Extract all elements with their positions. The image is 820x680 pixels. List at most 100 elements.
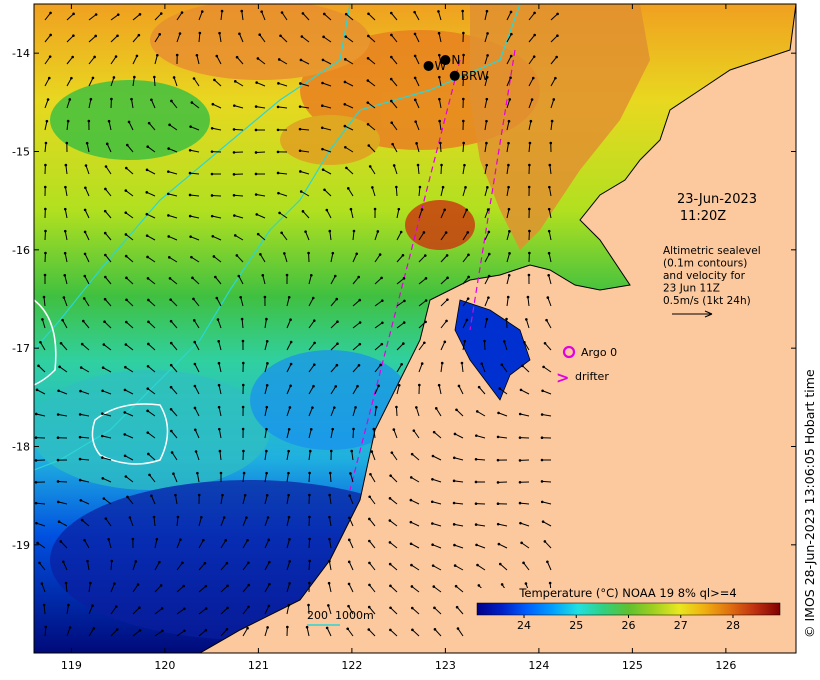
velocity-arrow — [218, 363, 222, 373]
velocity-arrow — [392, 143, 398, 153]
sealevel-contour-2 — [34, 299, 57, 386]
velocity-arrow — [368, 629, 376, 637]
velocity-arrow-head — [47, 76, 51, 80]
velocity-arrow — [418, 321, 426, 329]
velocity-arrow-head — [368, 165, 372, 168]
velocity-arrow-head — [556, 12, 559, 16]
velocity-arrow — [80, 367, 90, 373]
velocity-arrow — [286, 451, 290, 461]
velocity-arrow-head — [193, 428, 197, 432]
velocity-arrow — [86, 143, 90, 153]
velocity-arrow — [506, 33, 512, 43]
velocity-arrow-head — [36, 541, 39, 545]
velocity-arrow — [484, 275, 490, 285]
velocity-arrow — [256, 106, 266, 109]
altimeter-track-2 — [469, 49, 516, 331]
velocity-arrow — [264, 473, 268, 483]
velocity-arrow — [438, 77, 442, 87]
velocity-arrow-head — [321, 81, 324, 85]
velocity-arrow-head — [299, 82, 302, 85]
velocity-arrow — [308, 320, 315, 329]
velocity-arrow — [327, 605, 332, 615]
velocity-arrow — [132, 629, 141, 637]
velocity-arrow-head — [287, 515, 291, 519]
velocity-arrow — [214, 79, 222, 87]
velocity-arrow — [396, 231, 402, 241]
velocity-arrow-head — [485, 97, 489, 101]
velocity-arrow-head — [508, 230, 511, 233]
velocity-arrow-head — [528, 163, 531, 167]
velocity-arrow — [233, 194, 244, 197]
velocity-arrow-head — [505, 317, 508, 321]
velocity-arrow-head — [395, 405, 398, 409]
velocity-arrow-head — [380, 276, 383, 280]
velocity-arrow-head — [265, 493, 269, 497]
velocity-arrow — [352, 230, 355, 241]
velocity-arrow-head — [128, 516, 132, 519]
velocity-arrow — [58, 390, 68, 395]
velocity-arrow-head — [388, 519, 392, 522]
velocity-arrow — [81, 343, 90, 351]
velocity-arrow-head — [225, 627, 229, 631]
velocity-arrow — [348, 605, 354, 615]
velocity-arrow-head — [518, 436, 522, 439]
velocity-arrow-head — [44, 251, 47, 255]
velocity-arrow-head — [541, 389, 544, 393]
velocity-arrow-head — [127, 120, 131, 124]
velocity-arrow-head — [460, 361, 464, 365]
velocity-arrow-head — [91, 76, 95, 80]
velocity-arrow — [348, 583, 354, 593]
velocity-arrow-head — [203, 561, 207, 565]
velocity-arrow — [127, 496, 134, 505]
velocity-arrow-head — [172, 472, 175, 476]
velocity-arrow — [88, 628, 95, 637]
velocity-arrow-head — [434, 407, 438, 410]
velocity-arrow — [349, 473, 354, 483]
velocity-arrow-head — [554, 76, 557, 80]
velocity-arrow-head — [352, 427, 355, 431]
velocity-arrow-head — [440, 163, 443, 167]
velocity-arrow-head — [200, 516, 203, 519]
velocity-arrow-head — [38, 561, 41, 565]
velocity-arrow-head — [462, 119, 465, 123]
velocity-arrow-head — [368, 517, 371, 521]
velocity-arrow — [150, 495, 156, 505]
velocity-arrow-head — [345, 166, 348, 170]
velocity-arrow-head — [431, 543, 434, 546]
velocity-arrow-head — [217, 340, 220, 343]
velocity-arrow-head — [176, 515, 180, 519]
velocity-arrow — [454, 457, 464, 461]
velocity-arrow-head — [328, 515, 331, 519]
velocity-arrow — [242, 627, 248, 637]
velocity-arrow-head — [409, 476, 413, 479]
velocity-arrow-head — [287, 295, 291, 299]
velocity-arrow-head — [102, 343, 106, 346]
velocity-arrow-head — [72, 34, 75, 37]
velocity-arrow-head — [333, 274, 337, 278]
velocity-arrow-head — [455, 408, 458, 412]
velocity-arrow-head — [335, 363, 339, 367]
velocity-arrow-head — [278, 211, 281, 215]
velocity-arrow-head — [218, 449, 222, 453]
velocity-arrow-head — [379, 363, 382, 367]
velocity-arrow — [434, 629, 442, 637]
velocity-arrow-head — [247, 583, 251, 587]
velocity-arrow-head — [445, 319, 448, 323]
velocity-arrow — [352, 407, 357, 417]
velocity-arrow — [548, 253, 552, 263]
velocity-arrow-head — [311, 406, 314, 409]
velocity-arrow-head — [540, 458, 544, 462]
velocity-arrow-head — [555, 55, 558, 59]
velocity-arrow — [548, 209, 552, 219]
velocity-arrow-head — [169, 341, 173, 345]
velocity-arrow-head — [543, 341, 547, 345]
velocity-arrow — [102, 390, 112, 395]
velocity-arrow — [84, 187, 90, 197]
velocity-arrow — [308, 275, 312, 285]
velocity-arrow-head — [146, 255, 149, 259]
velocity-arrow-head — [441, 185, 445, 189]
velocity-arrow-head — [423, 341, 426, 345]
velocity-arrow-head — [193, 406, 197, 410]
velocity-arrow-head — [146, 277, 150, 280]
velocity-arrow — [176, 608, 185, 615]
